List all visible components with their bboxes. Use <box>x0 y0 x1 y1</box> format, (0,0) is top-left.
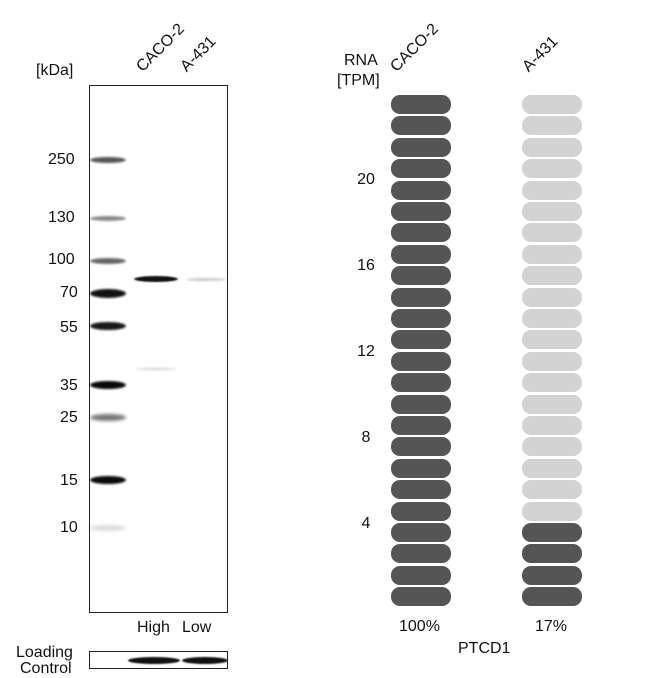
rna-segment-a431-4 <box>522 523 582 542</box>
rna-segment-a431-2 <box>522 565 582 585</box>
ladder-band-100 <box>90 258 126 264</box>
a431-band <box>186 278 226 281</box>
lane-level-low: Low <box>182 619 212 636</box>
rna-percent-a431: 17% <box>535 618 568 635</box>
rna-percent-caco2: 100% <box>399 618 440 635</box>
rna-segment-a431-23 <box>522 116 582 136</box>
rna-segment-caco2-1 <box>391 587 451 607</box>
rna-segment-caco2-23 <box>391 116 451 136</box>
rna-segment-a431-9 <box>522 416 582 435</box>
rna-segment-caco2-9 <box>391 416 451 435</box>
rna-segment-caco2-7 <box>391 458 451 478</box>
rna-segment-caco2-21 <box>391 159 451 179</box>
ladder-band-130 <box>90 216 126 221</box>
tpm-scale-16: 16 <box>357 257 375 274</box>
ladder-band-25 <box>90 414 126 421</box>
rna-segment-caco2-24 <box>391 95 451 114</box>
rna-segment-a431-5 <box>522 501 582 521</box>
marker-label-35: 35 <box>60 377 78 394</box>
rna-segment-caco2-16 <box>391 266 451 286</box>
ladder-band-250 <box>90 157 126 163</box>
rna-segment-a431-22 <box>522 137 582 157</box>
rna-segment-caco2-10 <box>391 394 451 414</box>
rna-segment-caco2-15 <box>391 287 451 307</box>
rna-segment-a431-1 <box>522 587 582 607</box>
marker-label-15: 15 <box>60 472 78 489</box>
marker-label-100: 100 <box>48 251 75 268</box>
rna-segment-caco2-13 <box>391 330 451 350</box>
lane-level-high: High <box>137 619 170 636</box>
rna-segment-a431-8 <box>522 437 582 457</box>
ladder-band-15 <box>90 476 126 484</box>
rna-segment-a431-21 <box>522 159 582 179</box>
marker-label-130: 130 <box>48 209 75 226</box>
rna-segment-caco2-11 <box>391 373 451 393</box>
rna-segment-a431-11 <box>522 373 582 393</box>
gene-name: PTCD1 <box>458 640 511 657</box>
rna-segment-a431-13 <box>522 330 582 350</box>
rna-segment-caco2-17 <box>391 244 451 264</box>
kda-unit-label: [kDa] <box>36 62 74 79</box>
rna-segment-a431-15 <box>522 287 582 307</box>
rna-segment-caco2-8 <box>391 437 451 457</box>
ladder-band-35 <box>90 381 126 389</box>
ladder-band-70 <box>90 289 126 298</box>
rna-segment-caco2-14 <box>391 309 451 328</box>
ladder-band-55 <box>90 322 126 330</box>
rna-segment-caco2-4 <box>391 523 451 542</box>
loading-control-label-line2: Control <box>20 660 72 677</box>
loading-control-label-line1: Loading <box>16 644 73 661</box>
rna-segment-caco2-20 <box>391 180 451 200</box>
rna-segment-a431-17 <box>522 244 582 264</box>
caco2-band <box>134 276 178 282</box>
rna-header-line1: RNA <box>344 52 378 69</box>
rna-segment-caco2-3 <box>391 544 451 564</box>
rna-segment-caco2-18 <box>391 223 451 243</box>
marker-label-250: 250 <box>48 151 75 168</box>
loading-band-caco2 <box>128 657 180 664</box>
rna-segment-caco2-2 <box>391 565 451 585</box>
rna-segment-a431-12 <box>522 351 582 371</box>
rna-segment-a431-14 <box>522 309 582 328</box>
lane-label-a431: A-431 <box>177 33 220 76</box>
rna-segment-caco2-19 <box>391 202 451 221</box>
tpm-scale-4: 4 <box>361 515 371 532</box>
rna-segment-caco2-22 <box>391 137 451 157</box>
rna-segment-a431-19 <box>522 202 582 221</box>
rna-bar-caco2 <box>391 0 451 674</box>
rna-segment-a431-7 <box>522 458 582 478</box>
rna-segment-a431-3 <box>522 544 582 564</box>
lane-label-caco2: CACO-2 <box>133 20 189 76</box>
marker-label-55: 55 <box>60 319 78 336</box>
marker-label-70: 70 <box>60 284 78 301</box>
rna-bar-a431 <box>522 0 582 674</box>
rna-segment-caco2-12 <box>391 351 451 371</box>
tpm-scale-20: 20 <box>357 171 375 188</box>
rna-segment-a431-10 <box>522 394 582 414</box>
rna-segment-a431-18 <box>522 223 582 243</box>
marker-label-25: 25 <box>60 409 78 426</box>
loading-control-blot <box>89 651 228 669</box>
tpm-scale-8: 8 <box>361 429 371 446</box>
rna-segment-a431-6 <box>522 480 582 500</box>
marker-label-10: 10 <box>60 519 78 536</box>
rna-header-line2: [TPM] <box>337 72 380 89</box>
tpm-scale-12: 12 <box>357 343 375 360</box>
rna-segment-a431-24 <box>522 95 582 114</box>
rna-segment-caco2-6 <box>391 480 451 500</box>
rna-segment-caco2-5 <box>391 501 451 521</box>
ladder-band-10 <box>90 525 126 531</box>
caco2-faint-band <box>136 368 176 370</box>
western-blot-image <box>89 85 228 613</box>
loading-band-a431 <box>182 657 227 664</box>
rna-segment-a431-16 <box>522 266 582 286</box>
rna-segment-a431-20 <box>522 180 582 200</box>
